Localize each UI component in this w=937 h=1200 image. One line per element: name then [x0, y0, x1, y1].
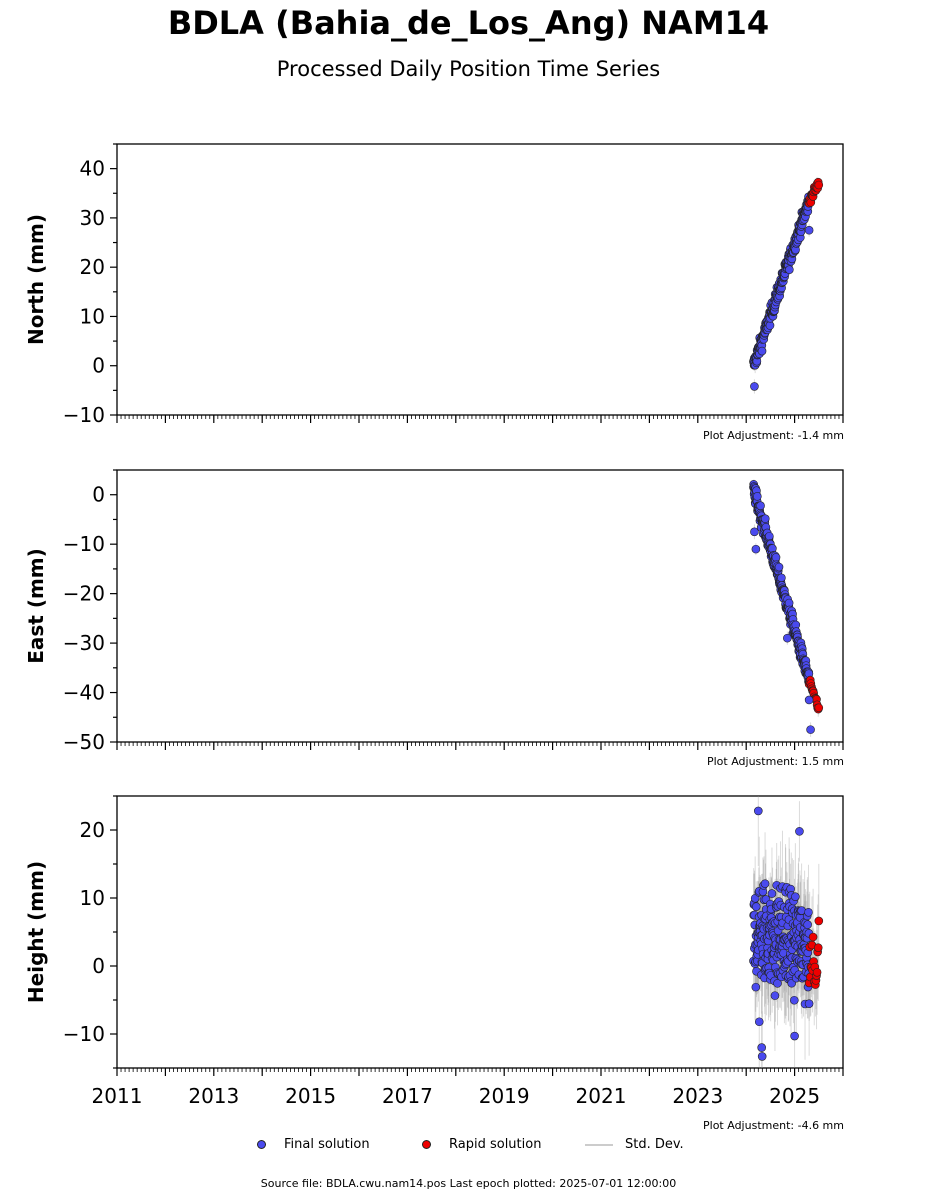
east-final-point [804, 695, 814, 705]
east-y-tick-label: −10 [63, 532, 105, 556]
height-final-point [795, 827, 804, 836]
east-final-point [771, 553, 781, 562]
height-final-point [751, 902, 761, 911]
x-tick-label: 2017 [382, 1084, 433, 1108]
east-plot-adjustment: Plot Adjustment: 1.5 mm [706, 755, 844, 768]
north-y-tick-label: 30 [80, 206, 105, 230]
height-y-tick-label: −10 [63, 1022, 105, 1046]
height-rapid-point [808, 932, 818, 942]
east-final-point [750, 527, 759, 537]
stddev-line-icon [585, 1143, 613, 1146]
legend-rapid-label: Rapid solution [449, 1137, 542, 1152]
height-final-point [770, 991, 780, 1000]
height-rapid-point [814, 916, 824, 926]
height-final-point [773, 979, 782, 988]
east-final-point [753, 492, 762, 501]
x-tick-label: 2013 [188, 1084, 239, 1108]
x-tick-label: 2021 [576, 1084, 627, 1108]
height-final-point [804, 907, 813, 917]
height-plot-adjustment: Plot Adjustment: -4.6 mm [703, 1119, 844, 1132]
height-final-point [789, 995, 799, 1005]
height-rapid-point [812, 967, 822, 977]
height-y-tick-label: 0 [92, 954, 105, 978]
height-final-point [760, 879, 770, 888]
x-tick-label: 2011 [92, 1084, 143, 1108]
chart-subtitle: Processed Daily Position Time Series [276, 57, 661, 81]
north-y-tick-label: 10 [80, 304, 105, 328]
chart-title: BDLA (Bahia_de_Los_Ang) NAM14 [167, 4, 770, 42]
north-axes-frame [116, 143, 844, 416]
east-final-point [751, 544, 761, 554]
east-final-point [756, 501, 765, 511]
source-footer: Source file: BDLA.cwu.nam14.pos Last epo… [260, 1177, 677, 1190]
height-final-point [757, 1043, 766, 1052]
east-final-point [760, 514, 770, 524]
legend: Final solution Rapid solution Std. Dev. [0, 1137, 937, 1157]
east-panel: −50 −40 −30 −20 −10 0 East (mm) [24, 469, 844, 754]
east-final-point [783, 633, 792, 643]
height-y-tick-label: 20 [80, 818, 105, 842]
height-final-point [790, 1031, 799, 1041]
north-y-tick-label: −10 [63, 403, 105, 427]
east-y-tick-label: −20 [63, 582, 105, 606]
legend-rapid: Rapid solution [422, 1137, 541, 1152]
height-panel: −10 0 10 20 Height (mm) 2011 2013 2015 2017 2019 2… [24, 795, 844, 1108]
height-final-point [751, 982, 761, 992]
north-final-point [750, 382, 759, 391]
north-panel: −10 0 10 20 30 40 North (mm) [24, 143, 844, 427]
east-final-point [777, 573, 786, 583]
north-final-point [804, 225, 814, 235]
x-tick-label: 2019 [479, 1084, 530, 1108]
east-y-tick-label: −50 [63, 730, 105, 754]
north-y-axis-label: North (mm) [24, 214, 48, 345]
east-y-tick-label: 0 [92, 483, 105, 507]
height-final-point [803, 920, 812, 929]
x-tick-label: 2025 [769, 1084, 820, 1108]
legend-final: Final solution [257, 1137, 370, 1152]
north-final-point [757, 346, 767, 356]
east-final-point [765, 531, 774, 541]
x-tick-label: 2023 [672, 1084, 723, 1108]
height-y-axis-label: Height (mm) [24, 861, 48, 1003]
height-final-point [804, 999, 814, 1008]
height-final-point [791, 892, 800, 901]
legend-final-label: Final solution [284, 1137, 370, 1152]
east-rapid-point [814, 703, 824, 713]
north-y-tick-label: 40 [80, 157, 105, 181]
east-final-point [806, 725, 815, 734]
height-final-point [757, 1052, 767, 1061]
north-plot-adjustment: Plot Adjustment: -1.4 mm [703, 429, 844, 442]
north-y-tick-label: 0 [92, 354, 105, 378]
height-final-point [753, 806, 763, 816]
north-final-point [785, 265, 794, 274]
final-marker-icon [257, 1140, 266, 1149]
east-final-point [774, 562, 784, 572]
rapid-marker-icon [422, 1140, 431, 1149]
height-rapid-point [813, 943, 823, 952]
height-axes-frame [116, 795, 844, 1069]
x-tick-label: 2015 [285, 1084, 336, 1108]
east-y-tick-label: −30 [63, 631, 105, 655]
east-y-axis-label: East (mm) [24, 548, 48, 664]
legend-stddev: Std. Dev. [585, 1137, 684, 1152]
height-y-tick-label: 10 [80, 886, 105, 910]
east-axes-frame [116, 469, 844, 743]
height-final-point [767, 889, 777, 898]
north-rapid-point [814, 180, 824, 190]
height-final-point [754, 1017, 764, 1027]
north-y-tick-label: 20 [80, 255, 105, 279]
east-y-tick-label: −40 [63, 681, 105, 705]
legend-stddev-label: Std. Dev. [625, 1137, 684, 1152]
north-final-point [765, 321, 775, 330]
